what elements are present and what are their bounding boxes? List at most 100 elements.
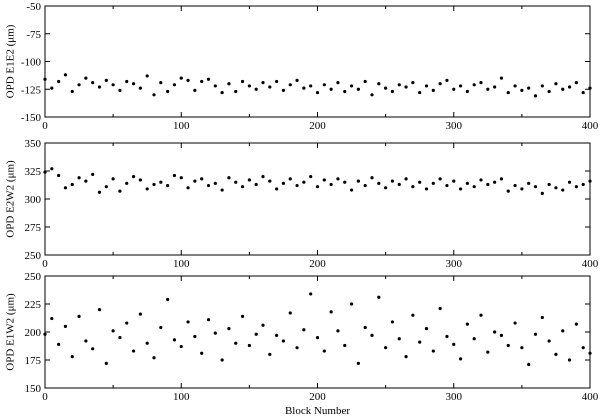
data-point-e1w2 bbox=[77, 314, 81, 318]
data-point-e1w2 bbox=[247, 343, 251, 348]
data-point-e2w2 bbox=[349, 188, 354, 192]
data-point-e1w2 bbox=[104, 361, 108, 365]
data-point-e1e2 bbox=[431, 88, 435, 92]
data-point-e2w2 bbox=[445, 183, 449, 188]
data-point-e2w2 bbox=[506, 189, 510, 193]
data-point-e1w2 bbox=[111, 329, 115, 333]
data-point-e1e2 bbox=[166, 89, 170, 94]
data-point-e1w2 bbox=[465, 322, 469, 326]
data-point-e1e2 bbox=[472, 83, 476, 87]
data-point-e2w2 bbox=[574, 185, 578, 189]
data-point-e1e2 bbox=[506, 90, 510, 95]
data-point-e1w2 bbox=[384, 346, 388, 350]
data-point-e2w2 bbox=[363, 183, 367, 188]
data-point-e1e2 bbox=[533, 94, 538, 98]
data-point-e1w2 bbox=[220, 358, 224, 362]
data-point-e1e2 bbox=[499, 76, 504, 80]
data-point-e1e2 bbox=[288, 83, 292, 87]
x-tick-label-e1e2: 0 bbox=[42, 120, 48, 132]
data-point-e1e2 bbox=[370, 93, 374, 97]
data-point-e1w2 bbox=[390, 320, 395, 324]
data-point-e1w2 bbox=[315, 336, 320, 340]
data-point-e1e2 bbox=[240, 79, 245, 84]
data-point-e1w2 bbox=[281, 339, 286, 343]
data-point-e1w2 bbox=[309, 292, 313, 296]
data-point-e1e2 bbox=[377, 82, 381, 86]
data-point-e2w2 bbox=[533, 185, 538, 189]
y-tick-label-e1w2: 150 bbox=[25, 383, 42, 395]
data-point-e2w2 bbox=[315, 185, 320, 189]
data-point-e1w2 bbox=[554, 352, 558, 356]
data-point-e2w2 bbox=[438, 177, 442, 181]
data-point-e1e2 bbox=[424, 84, 429, 88]
data-point-e1e2 bbox=[63, 73, 68, 77]
data-point-e1w2 bbox=[234, 341, 238, 345]
data-point-e2w2 bbox=[411, 185, 415, 189]
y-axis-title-e1w2: OPD E1W2 (μm) bbox=[5, 293, 17, 371]
data-point-e1w2 bbox=[533, 332, 538, 336]
plot-frame-e2w2 bbox=[44, 142, 591, 256]
data-point-e2w2 bbox=[370, 176, 374, 180]
x-tick-label-e1w2: 0 bbox=[42, 391, 48, 403]
data-point-e1w2 bbox=[520, 346, 524, 350]
data-point-e1e2 bbox=[172, 83, 177, 87]
data-point-e1e2 bbox=[356, 87, 360, 91]
data-point-e2w2 bbox=[77, 176, 81, 180]
data-point-e2w2 bbox=[138, 178, 142, 182]
data-point-e2w2 bbox=[322, 178, 326, 182]
data-point-e1w2 bbox=[138, 312, 142, 316]
y-tick-label-e2w2: 250 bbox=[25, 250, 42, 262]
data-point-e1w2 bbox=[377, 295, 381, 299]
data-point-e1e2 bbox=[43, 77, 47, 81]
data-point-e1e2 bbox=[186, 78, 190, 82]
panel-e2w2: 0 100 200 300 400 250 275 300 325 350 OPD E2W2 (μ… bbox=[5, 138, 599, 270]
data-point-e1w2 bbox=[186, 320, 190, 324]
data-point-e2w2 bbox=[179, 176, 183, 180]
data-point-e1e2 bbox=[261, 80, 265, 85]
y-axis-title-e2w2: OPD E2W2 (μm) bbox=[5, 160, 17, 238]
data-point-e2w2 bbox=[302, 180, 306, 184]
data-point-e1e2 bbox=[213, 84, 217, 88]
data-point-e1e2 bbox=[247, 84, 251, 88]
data-point-e1w2 bbox=[561, 329, 565, 333]
data-point-e2w2 bbox=[581, 182, 585, 187]
data-point-e2w2 bbox=[472, 185, 476, 189]
data-point-e1w2 bbox=[336, 329, 340, 333]
data-point-e1w2 bbox=[152, 356, 156, 360]
data-point-e1e2 bbox=[397, 83, 401, 87]
plot-frame-e1e2 bbox=[44, 5, 591, 118]
data-point-e1e2 bbox=[493, 85, 497, 89]
data-point-e1w2 bbox=[91, 347, 95, 351]
plot-frame-e1w2 bbox=[44, 275, 591, 389]
data-point-e2w2 bbox=[418, 180, 422, 184]
x-tick-label-e1e2: 100 bbox=[173, 120, 190, 132]
data-point-e2w2 bbox=[111, 177, 115, 181]
data-point-e1w2 bbox=[159, 325, 163, 330]
data-point-e1w2 bbox=[343, 343, 347, 348]
data-point-e1e2 bbox=[125, 79, 129, 84]
data-point-e1e2 bbox=[97, 85, 102, 89]
data-point-e1w2 bbox=[588, 351, 592, 355]
data-point-e1e2 bbox=[329, 87, 333, 91]
x-tick-label-e1w2: 300 bbox=[446, 391, 463, 403]
data-point-e1w2 bbox=[97, 308, 102, 312]
y-tick-label-e1w2: 175 bbox=[25, 355, 42, 367]
data-point-e1e2 bbox=[390, 89, 395, 94]
data-point-e1w2 bbox=[424, 327, 429, 331]
markers-e2w2 bbox=[43, 167, 592, 195]
data-point-e2w2 bbox=[567, 180, 572, 184]
data-point-e1w2 bbox=[349, 302, 354, 306]
data-point-e1w2 bbox=[329, 310, 333, 314]
data-point-e2w2 bbox=[247, 178, 251, 182]
data-point-e1w2 bbox=[268, 352, 272, 356]
panel-e1e2: 0 100 200 300 400 -150 -125 -100 -75 -50 OPD E1E2… bbox=[5, 1, 599, 132]
data-point-e1w2 bbox=[574, 322, 578, 326]
data-point-e1w2 bbox=[499, 333, 504, 337]
data-point-e1e2 bbox=[540, 84, 544, 88]
data-point-e2w2 bbox=[288, 177, 292, 181]
data-point-e1e2 bbox=[193, 88, 197, 92]
data-point-e1e2 bbox=[295, 78, 299, 82]
data-point-e1w2 bbox=[43, 332, 47, 336]
data-point-e2w2 bbox=[465, 181, 469, 185]
data-point-e1e2 bbox=[438, 82, 442, 86]
